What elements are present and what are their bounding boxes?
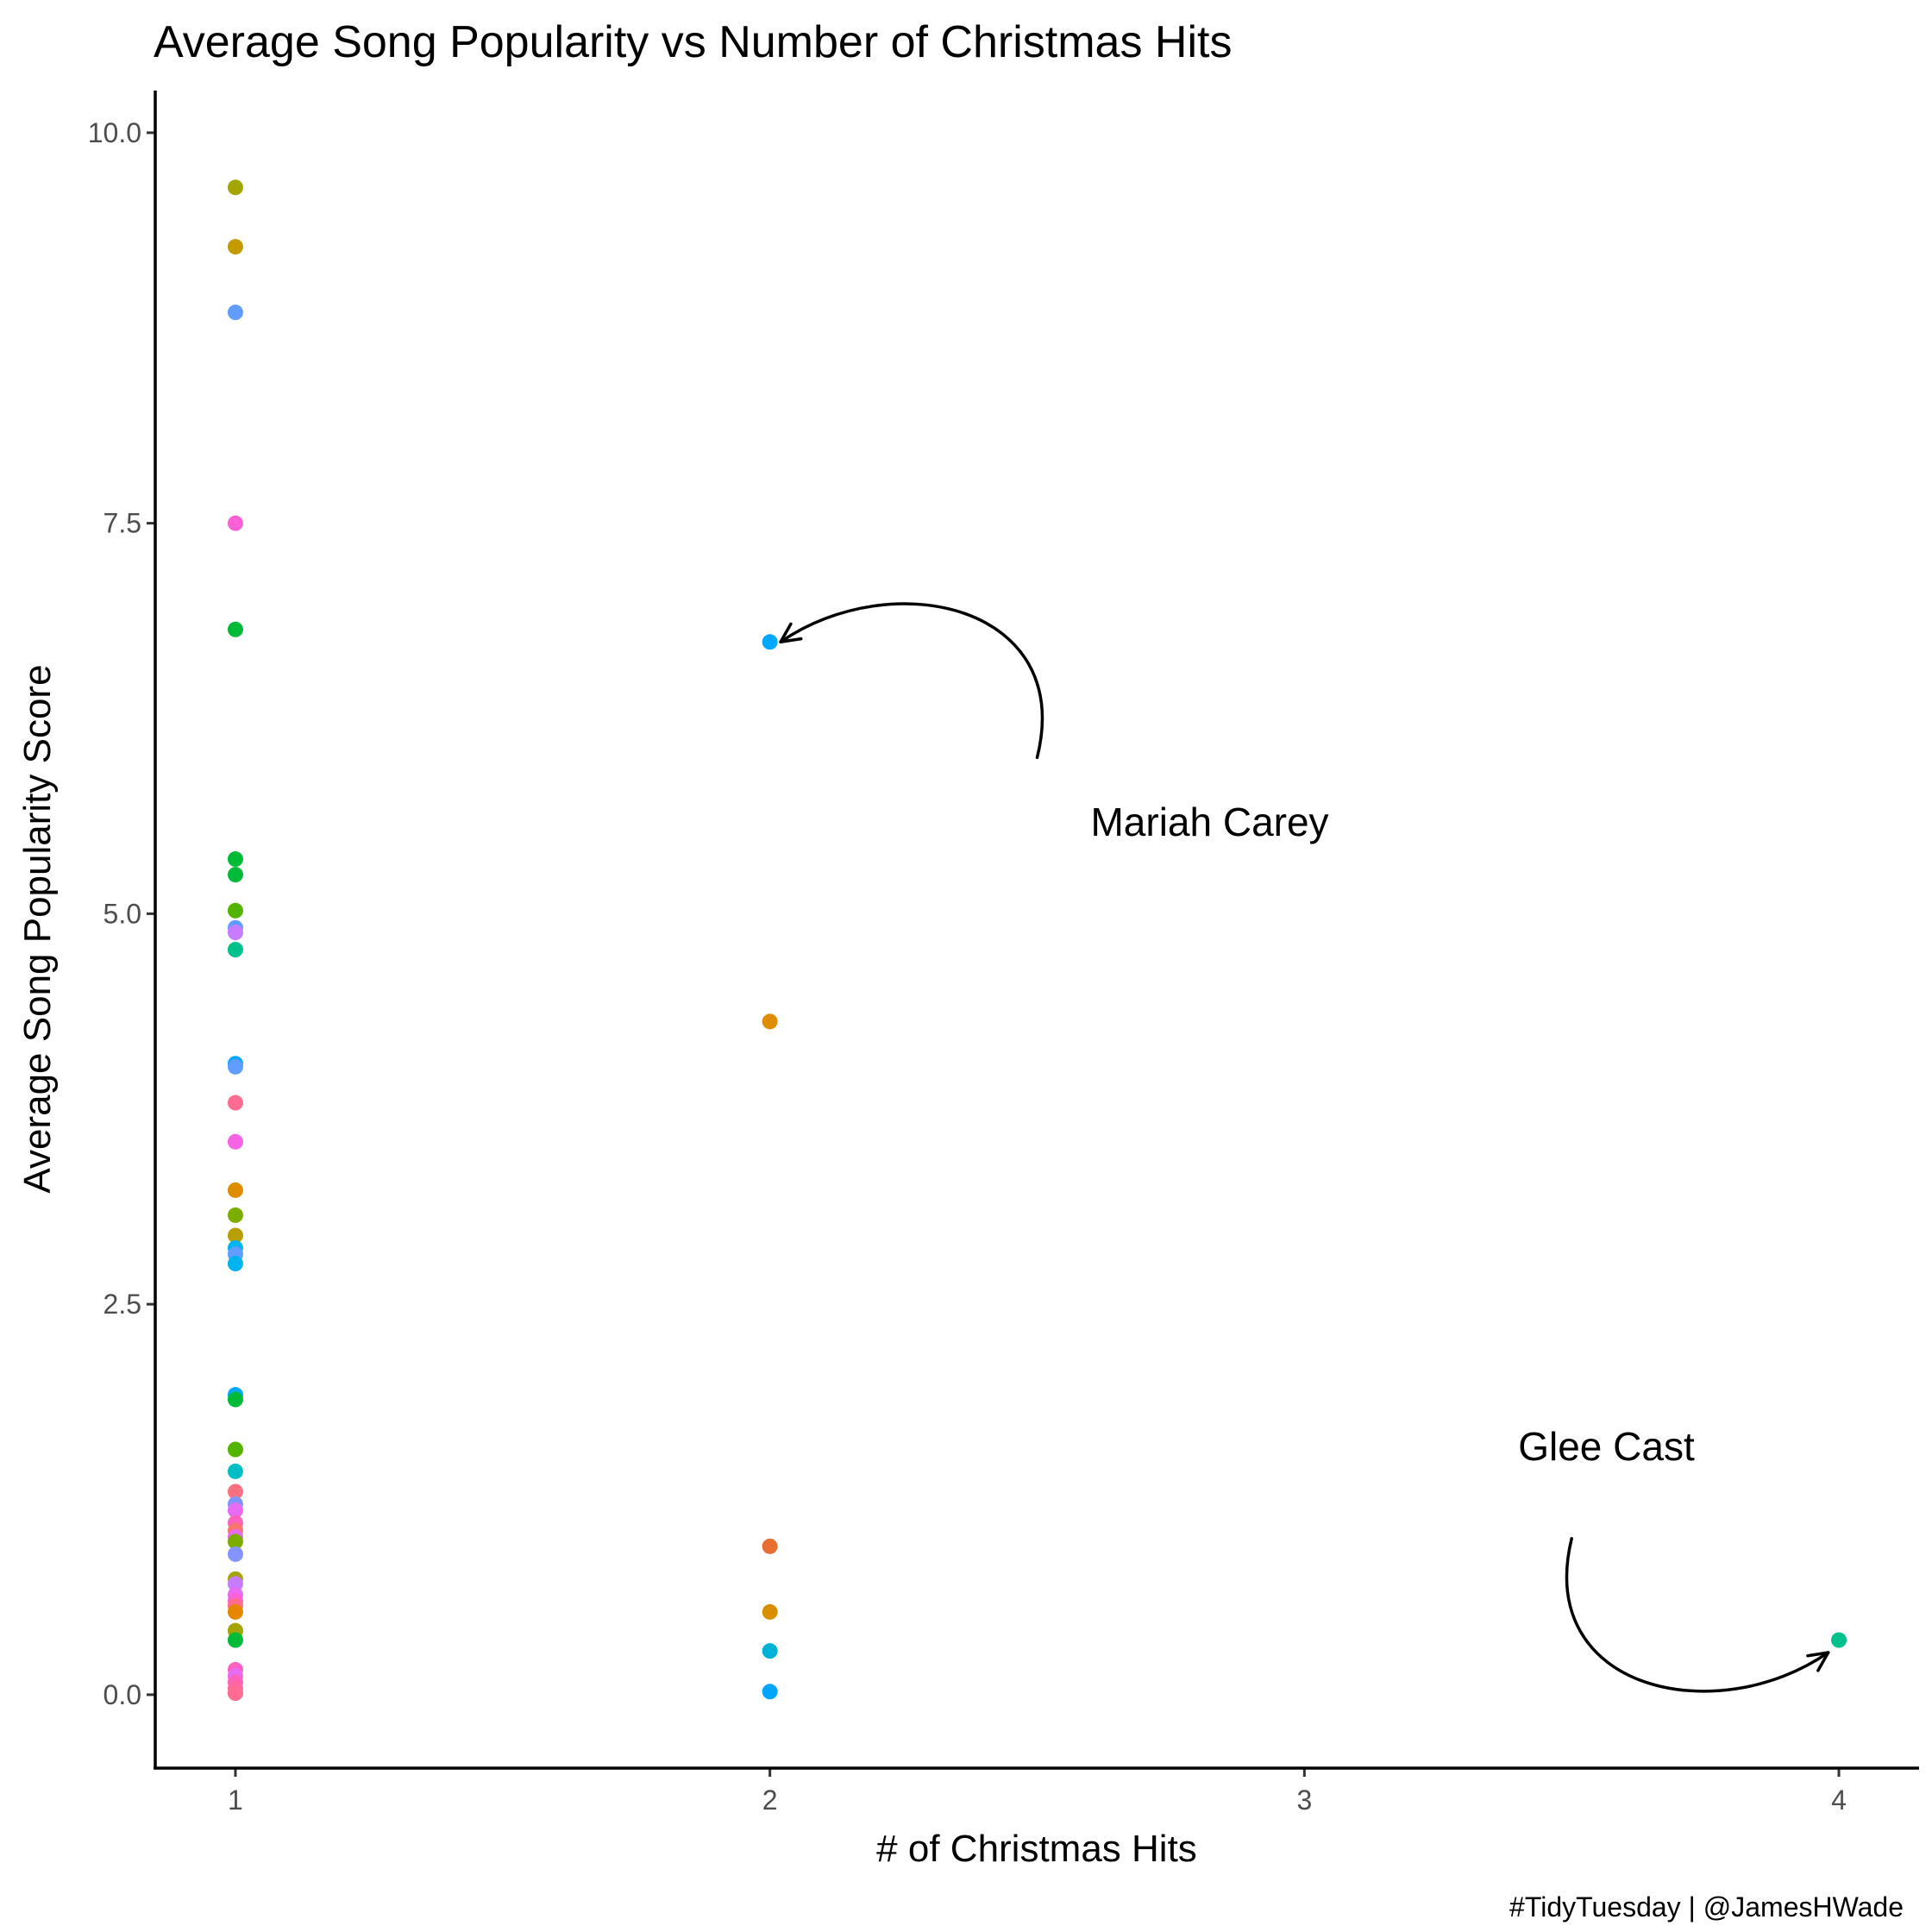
data-point <box>227 1463 243 1479</box>
data-point <box>227 902 243 919</box>
data-point <box>227 867 243 883</box>
data-point <box>227 1095 243 1111</box>
data-point <box>227 1534 243 1550</box>
data-point <box>762 634 778 650</box>
data-point <box>227 1546 243 1562</box>
data-point <box>1831 1632 1847 1648</box>
data-point <box>227 1182 243 1198</box>
data-point <box>762 1538 778 1554</box>
data-point <box>227 1256 243 1272</box>
data-point <box>227 1603 243 1620</box>
data-point <box>227 942 243 958</box>
data-point <box>227 925 243 941</box>
data-point <box>227 851 243 868</box>
annotations: Mariah Carey Glee Cast <box>779 602 1830 1693</box>
x-tick-label: 4 <box>1831 1785 1847 1816</box>
data-point <box>227 1227 243 1244</box>
data-point <box>227 239 243 255</box>
x-axis-title: # of Christmas Hits <box>876 1828 1197 1870</box>
data-point <box>227 1391 243 1408</box>
data-points <box>227 179 1847 1702</box>
data-point <box>227 515 243 531</box>
data-point <box>227 1484 243 1500</box>
y-tick-label: 10.0 <box>88 117 141 148</box>
annotation-arrowhead <box>1806 1651 1830 1672</box>
y-tick-label: 5.0 <box>104 898 141 929</box>
annotation-arrow <box>1565 1537 1830 1693</box>
data-point <box>227 1502 243 1519</box>
y-tick-label: 7.5 <box>104 508 141 539</box>
y-axis-ticks: 0.0 2.5 5.0 7.5 10.0 <box>88 117 155 1710</box>
y-tick-label: 0.0 <box>104 1679 141 1710</box>
data-point <box>762 1013 778 1030</box>
x-axis-ticks: 1 2 3 4 <box>228 1768 1847 1816</box>
data-point <box>227 621 243 637</box>
data-point <box>227 1576 243 1592</box>
data-point <box>227 1441 243 1458</box>
data-point <box>227 1058 243 1075</box>
y-tick-label: 2.5 <box>104 1289 141 1320</box>
data-point <box>762 1603 778 1620</box>
y-axis-title: Average Song Popularity Score <box>16 664 59 1193</box>
data-point <box>227 1685 243 1702</box>
data-point <box>227 1632 243 1648</box>
annotation-arrowhead <box>779 622 803 644</box>
annotation-arrow <box>779 602 1044 760</box>
caption: #TidyTuesday | @JamesHWade <box>1509 1891 1904 1923</box>
data-point <box>227 1207 243 1223</box>
x-tick-label: 3 <box>1296 1785 1312 1816</box>
data-point <box>227 179 243 196</box>
x-tick-label: 1 <box>228 1785 243 1816</box>
annotation-label: Mariah Carey <box>1090 800 1328 844</box>
data-point <box>227 1133 243 1150</box>
annotation-label: Glee Cast <box>1518 1424 1695 1469</box>
chart-title: Average Song Popularity vs Number of Chr… <box>154 17 1232 67</box>
data-point <box>227 304 243 321</box>
data-point <box>762 1643 778 1659</box>
data-point <box>762 1684 778 1700</box>
x-tick-label: 2 <box>762 1785 778 1816</box>
